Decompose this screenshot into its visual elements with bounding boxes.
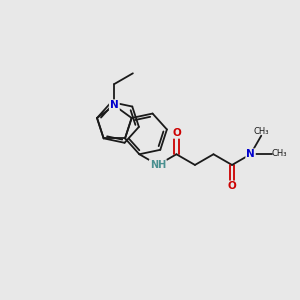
Text: O: O <box>228 182 236 191</box>
Text: N: N <box>246 149 255 159</box>
Text: N: N <box>110 100 119 110</box>
Text: CH₃: CH₃ <box>272 149 287 158</box>
Text: CH₃: CH₃ <box>254 127 269 136</box>
Text: NH: NH <box>150 160 166 170</box>
Text: O: O <box>172 128 181 138</box>
